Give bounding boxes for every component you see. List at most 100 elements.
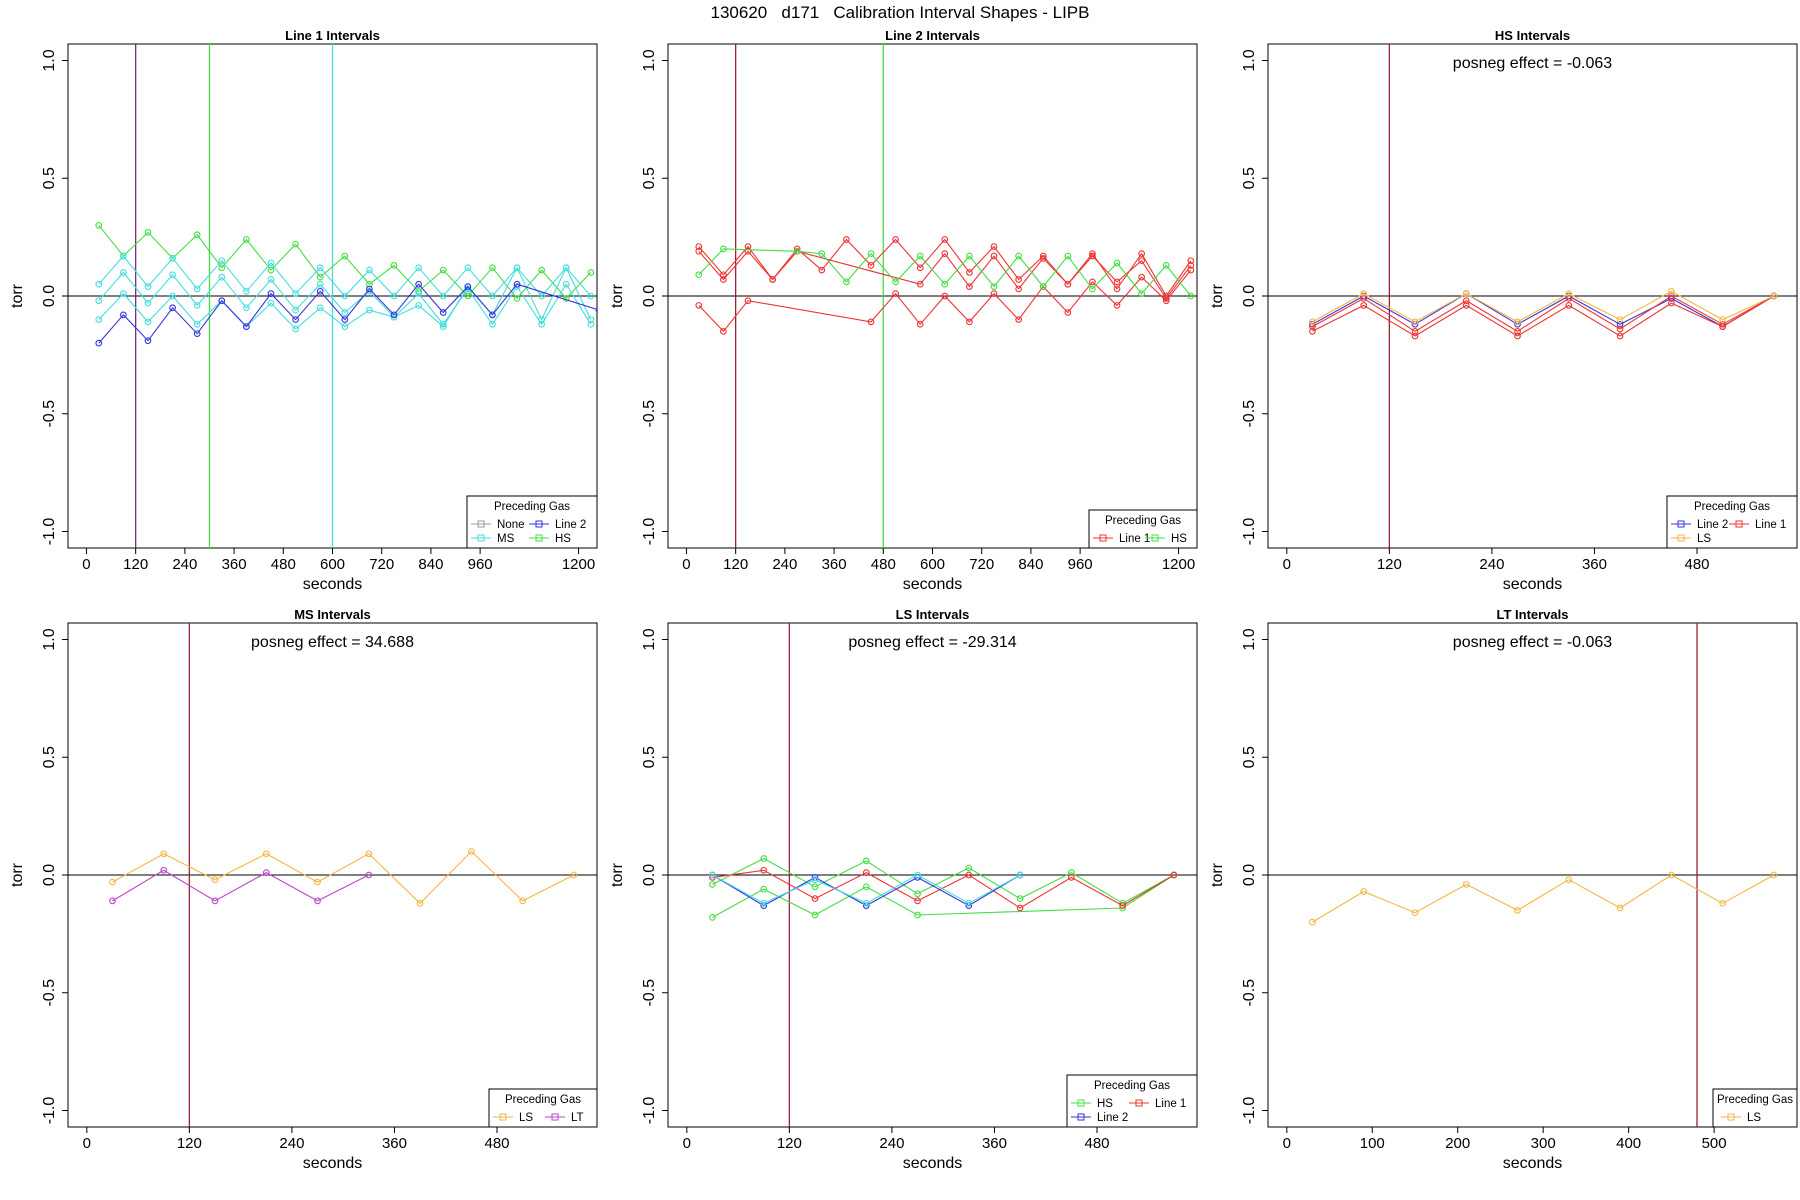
- legend: Preceding Gas None Line 2 MS HS: [466, 495, 598, 549]
- x-tick-label: 240: [172, 556, 197, 573]
- data-point: [1360, 888, 1368, 895]
- y-tick-label: 0.0: [41, 285, 58, 307]
- data-point: [160, 850, 168, 858]
- data-point: [1113, 285, 1121, 293]
- legend-box: [1666, 495, 1798, 549]
- data-point: [390, 311, 398, 319]
- y-tick-label: -0.5: [641, 979, 658, 1007]
- data-point: [489, 264, 496, 272]
- chart-title: MS Intervals: [294, 607, 371, 622]
- x-axis-label: seconds: [1503, 576, 1563, 593]
- data-point: [243, 287, 250, 295]
- y-axis: -1.0 -0.5 0.0 0.5 1.0: [1241, 49, 1268, 545]
- data-point: [267, 290, 275, 297]
- data-point: [595, 307, 597, 313]
- data-point: [965, 899, 973, 907]
- data-point: [1565, 302, 1573, 309]
- data-point: [341, 292, 349, 300]
- series-ms: [95, 269, 595, 328]
- y-tick-label: -0.5: [41, 400, 58, 428]
- data-point: [366, 285, 373, 293]
- plot-area: [68, 623, 597, 1127]
- chart-title: HS Intervals: [1495, 28, 1570, 43]
- data-point: [1514, 906, 1521, 914]
- legend-swatch-marker: [1135, 1099, 1143, 1107]
- data-point: [1770, 871, 1778, 879]
- legend-item-hs: HS: [1145, 533, 1187, 545]
- series-hs: [709, 855, 1178, 907]
- data-point: [914, 890, 921, 898]
- legend-item-ls: LS: [1671, 533, 1711, 545]
- data-point: [562, 264, 570, 272]
- data-point: [1770, 292, 1778, 300]
- legend-swatch-marker: [477, 534, 485, 542]
- series-line: [698, 269, 1192, 333]
- data-point: [990, 252, 998, 260]
- plot-area: [668, 623, 1197, 1127]
- data-point: [538, 292, 545, 300]
- data-point: [1462, 297, 1470, 305]
- data-point: [314, 897, 321, 905]
- data-point: [744, 297, 752, 305]
- series-hs: [695, 245, 1195, 300]
- data-point: [366, 306, 373, 314]
- data-point: [120, 269, 127, 276]
- data-point: [587, 292, 595, 300]
- data-point: [218, 257, 226, 265]
- legend-swatch-marker: [1077, 1099, 1085, 1107]
- data-point: [390, 292, 398, 300]
- legend-swatch-marker: [1677, 534, 1685, 542]
- series-line: [1312, 295, 1775, 337]
- data-point: [760, 885, 768, 893]
- legend: Preceding Gas LS: [1712, 1088, 1798, 1128]
- data-point: [169, 254, 176, 262]
- data-point: [709, 881, 716, 888]
- data-point: [695, 271, 703, 279]
- x-tick-label: 360: [382, 1135, 407, 1152]
- plot-area: [68, 44, 597, 548]
- data-point: [120, 290, 127, 297]
- series-line-1: [709, 866, 1178, 912]
- x-tick-label: 300: [1531, 1135, 1556, 1152]
- x-tick-label: 240: [879, 1135, 904, 1152]
- data-point: [1462, 302, 1470, 309]
- legend-title: Preceding Gas: [1717, 1094, 1793, 1106]
- legend-box: [1088, 509, 1198, 549]
- legend-label: LS: [1747, 1112, 1761, 1124]
- y-tick-label: 1.0: [641, 49, 658, 71]
- data-point: [1113, 278, 1121, 286]
- y-tick-label: 1.0: [1241, 628, 1258, 650]
- data-point: [914, 871, 921, 879]
- legend-title: Preceding Gas: [505, 1094, 581, 1106]
- legend-label: HS: [555, 533, 571, 545]
- data-point: [292, 290, 299, 297]
- data-point: [341, 309, 349, 316]
- data-point: [1668, 287, 1675, 295]
- y-tick-label: 1.0: [41, 628, 58, 650]
- data-point: [1089, 252, 1096, 260]
- x-axis: 0 120 240 360 480: [83, 1126, 597, 1152]
- legend-title: Preceding Gas: [1105, 515, 1181, 527]
- data-point: [867, 262, 875, 269]
- legend-swatch-marker: [1099, 534, 1107, 542]
- data-point: [1089, 285, 1096, 293]
- x-tick-label: 600: [320, 556, 345, 573]
- x-tick-label: 720: [969, 556, 994, 573]
- series-line: [98, 271, 592, 326]
- legend-label: Line 1: [1755, 519, 1786, 531]
- legend-swatch-marker: [1735, 520, 1743, 528]
- x-tick-label: 720: [369, 556, 394, 573]
- data-point: [793, 247, 801, 255]
- data-point: [144, 299, 152, 307]
- panel-lt-intervals: LT Intervals -1.0 -0.5 0.0 0.5 1.0 torr 0 100 200…: [1200, 605, 1800, 1185]
- legend-title: Preceding Gas: [1094, 1080, 1170, 1092]
- data-point: [489, 292, 496, 300]
- legend-item-none: None: [471, 519, 525, 531]
- y-tick-label: 0.5: [1241, 746, 1258, 768]
- x-tick-label: 360: [222, 556, 247, 573]
- chart-title: Line 1 Intervals: [285, 28, 380, 43]
- series-ls: [109, 848, 578, 907]
- panel-hs-intervals: HS Intervals -1.0 -0.5 0.0 0.5 1.0 torr 0 120 240…: [1200, 26, 1800, 606]
- legend-label: Line 1: [1155, 1098, 1186, 1110]
- data-point: [818, 266, 826, 274]
